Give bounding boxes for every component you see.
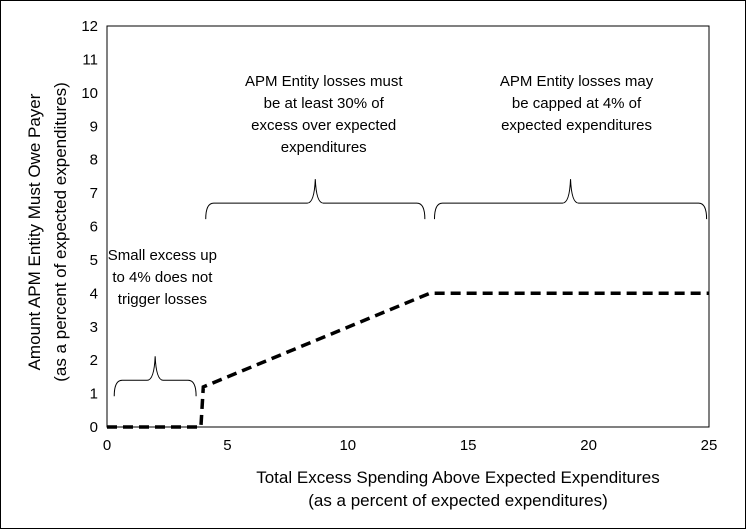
y-tick-label: 11 <box>82 51 98 68</box>
y-tick-label: 4 <box>90 285 98 302</box>
annotation-text: excess over expected <box>251 117 396 134</box>
curly-brace <box>433 179 708 220</box>
x-axis-title-line-1: Total Excess Spending Above Expected Exp… <box>256 468 660 487</box>
annotation-text: expenditures <box>281 139 367 156</box>
y-tick-label: 1 <box>90 386 98 403</box>
plot-area-border <box>106 25 710 428</box>
series-line <box>107 291 709 429</box>
y-tick-label: 9 <box>90 118 98 135</box>
y-tick-label: 12 <box>81 18 98 35</box>
y-tick-label: 5 <box>90 252 98 269</box>
x-tick-label: 5 <box>223 437 231 454</box>
y-axis-title-line-2: (as a percent of expected expenditures) <box>51 82 70 382</box>
annotation-text: trigger losses <box>118 291 207 308</box>
annotation-text: APM Entity losses must <box>245 73 403 90</box>
annotation-text: expected expenditures <box>501 117 652 134</box>
x-tick-label: 10 <box>339 437 356 454</box>
x-tick-labels: 0 5 10 15 20 25 <box>103 437 718 454</box>
x-tick-label: 15 <box>460 437 477 454</box>
annotations: Small excess up to 4% does not trigger los… <box>108 73 708 397</box>
x-axis-title-line-2: (as a percent of expected expenditures) <box>308 491 608 510</box>
axes <box>106 25 710 428</box>
y-axis-title-line-1: Amount APM Entity Must Owe Payer <box>25 93 44 370</box>
y-tick-label: 6 <box>90 219 98 236</box>
curly-brace <box>205 179 426 220</box>
x-tick-label: 0 <box>103 437 111 454</box>
series-group <box>107 291 709 429</box>
y-tick-label: 3 <box>90 319 98 336</box>
y-tick-label: 0 <box>90 419 98 436</box>
y-tick-label: 7 <box>90 185 98 202</box>
annotation-text: APM Entity losses may <box>500 73 654 90</box>
annotation-text: be at least 30% of <box>264 95 385 112</box>
x-tick-label: 20 <box>580 437 597 454</box>
annotation-text: be capped at 4% of <box>512 95 642 112</box>
y-tick-label: 8 <box>90 152 98 169</box>
y-tick-label: 10 <box>81 85 98 102</box>
x-tick-label: 25 <box>701 437 718 454</box>
annotation-text: Small excess up <box>108 247 217 264</box>
curly-brace <box>113 356 197 397</box>
y-tick-label: 2 <box>90 352 98 369</box>
annotation-text: to 4% does not <box>112 269 213 286</box>
